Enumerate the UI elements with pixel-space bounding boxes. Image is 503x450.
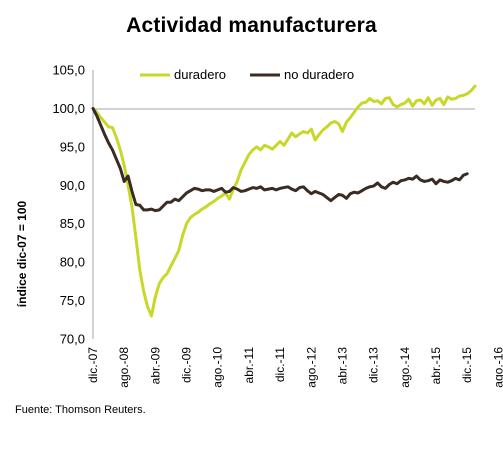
x-tick-label: ago.-16: [491, 347, 503, 388]
x-tick-label: abr.-09: [148, 347, 162, 385]
legend: duradero no duradero: [140, 67, 354, 82]
legend-label-duradero: duradero: [174, 67, 226, 82]
x-tick-label: dic.-13: [367, 347, 381, 383]
y-tick-label: 75,0: [60, 293, 85, 308]
x-tick-label: dic.-11: [273, 347, 287, 382]
y-tick-label: 70,0: [60, 332, 85, 347]
x-tick-label: ago.-12: [304, 347, 318, 388]
x-tick-label: dic.-07: [86, 347, 100, 383]
chart-title: Actividad manufacturera: [126, 14, 377, 37]
x-tick-label: ago.-08: [117, 347, 131, 388]
x-tick-label: ago.-10: [211, 347, 225, 388]
y-tick-label: 90,0: [60, 178, 85, 193]
x-tick-label: ago.-14: [398, 347, 412, 388]
y-tick-label: 105,0: [52, 63, 85, 78]
x-tick-label: dic.-15: [460, 347, 474, 383]
series-line-no-duradero: [91, 106, 469, 213]
series-line-duradero: [91, 84, 477, 318]
y-tick-label: 80,0: [60, 255, 85, 270]
y-tick-label: 85,0: [60, 216, 85, 231]
y-tick-label: 100,0: [52, 101, 85, 116]
x-tick-label: abr.-11: [242, 347, 256, 384]
source-note: Fuente: Thomson Reuters.: [15, 404, 146, 416]
x-tick-label: dic.-09: [180, 347, 194, 383]
x-tick-label: abr.-13: [335, 347, 349, 385]
y-tick-label: 95,0: [60, 139, 85, 154]
legend-label-no-duradero: no duradero: [284, 67, 354, 82]
x-tick-label: abr.-15: [429, 347, 443, 385]
